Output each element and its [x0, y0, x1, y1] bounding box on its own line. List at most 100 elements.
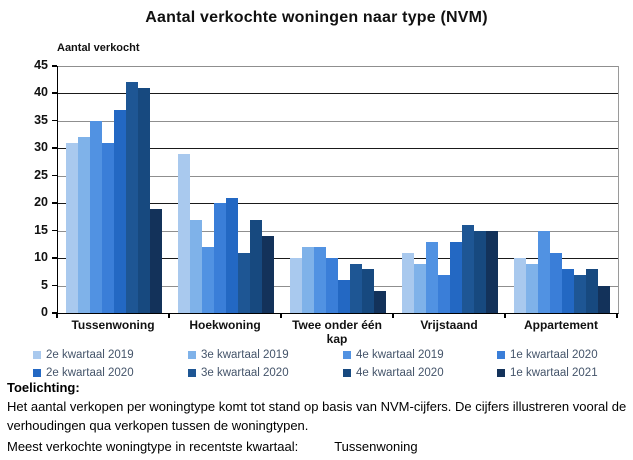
bar-4e-kwartaal-2019-Appartement — [538, 230, 550, 313]
gridline-25 — [58, 175, 618, 177]
legend-item-3e-kwartaal-2019: 3e kwartaal 2019 — [188, 346, 343, 364]
bar-1e-kwartaal-2021-Vrijstaand — [486, 230, 498, 313]
legend-item-1e-kwartaal-2020: 1e kwartaal 2020 — [497, 346, 633, 364]
y-tick-mark-15 — [52, 229, 57, 232]
bar-3e-kwartaal-2019-Twee-onder-één-kap — [302, 247, 314, 313]
category-label-Appartement: Appartement — [523, 318, 598, 332]
bar-4e-kwartaal-2020-Twee-onder-één-kap — [362, 269, 374, 313]
notes-heading: Toelichting: — [7, 380, 80, 395]
bar-2e-kwartaal-2020-Vrijstaand — [450, 241, 462, 313]
bar-1e-kwartaal-2020-Twee-onder-één-kap — [326, 258, 338, 313]
legend-item-4e-kwartaal-2019: 4e kwartaal 2019 — [343, 346, 497, 364]
bar-1e-kwartaal-2020-Appartement — [550, 252, 562, 313]
y-tick-label-40: 40 — [34, 85, 48, 100]
x-tick-mark-5 — [616, 314, 618, 318]
x-tick-mark-2 — [280, 314, 282, 318]
legend-label: 1e kwartaal 2020 — [510, 349, 598, 361]
y-tick-label-0: 0 — [41, 305, 48, 319]
legend-label: 4e kwartaal 2019 — [356, 349, 444, 361]
legend-swatch-icon — [497, 369, 505, 377]
y-tick-mark-10 — [52, 257, 57, 259]
notes-recent-line: Meest verkochte woningtype in recentste … — [7, 439, 629, 454]
legend-swatch-icon — [343, 369, 351, 377]
bar-3e-kwartaal-2019-Hoekwoning — [190, 219, 202, 313]
y-tick-label-25: 25 — [34, 167, 48, 182]
notes-section: Toelichting: Het aantal verkopen per won… — [7, 380, 629, 454]
bar-2e-kwartaal-2020-Hoekwoning — [226, 197, 238, 313]
x-tick-mark-4 — [504, 314, 506, 318]
bar-3e-kwartaal-2019-Tussenwoning — [78, 137, 90, 313]
y-tick-mark-45 — [52, 65, 57, 67]
bar-4e-kwartaal-2020-Vrijstaand — [474, 230, 486, 313]
legend-item-4e-kwartaal-2020: 4e kwartaal 2020 — [343, 364, 497, 382]
plot-area — [57, 66, 619, 314]
recent-quarter-value: Tussenwoning — [334, 439, 418, 454]
y-tick-label-10: 10 — [34, 250, 48, 265]
legend-item-1e-kwartaal-2021: 1e kwartaal 2021 — [497, 364, 633, 382]
legend-label: 2e kwartaal 2019 — [46, 349, 134, 361]
gridline-40 — [58, 93, 618, 95]
bar-3e-kwartaal-2020-Tussenwoning — [126, 82, 138, 313]
bar-3e-kwartaal-2019-Vrijstaand — [414, 263, 426, 313]
legend-swatch-icon — [33, 351, 41, 359]
legend: 2e kwartaal 2019 3e kwartaal 2019 4e kwart… — [33, 346, 633, 382]
legend-label: 3e kwartaal 2019 — [201, 349, 289, 361]
y-tick-mark-0 — [52, 312, 57, 314]
x-tick-mark-3 — [392, 314, 394, 318]
bar-4e-kwartaal-2020-Tussenwoning — [138, 87, 150, 313]
bar-1e-kwartaal-2020-Hoekwoning — [214, 203, 226, 313]
bar-2e-kwartaal-2019-Vrijstaand — [402, 252, 414, 313]
bar-1e-kwartaal-2021-Hoekwoning — [262, 236, 274, 313]
y-tick-label-20: 20 — [34, 195, 48, 210]
bar-4e-kwartaal-2019-Hoekwoning — [202, 247, 214, 313]
y-tick-label-45: 45 — [34, 58, 48, 72]
legend-label: 4e kwartaal 2020 — [356, 367, 444, 379]
bar-2e-kwartaal-2020-Appartement — [562, 269, 574, 313]
legend-swatch-icon — [343, 351, 351, 359]
legend-swatch-icon — [33, 369, 41, 377]
bar-1e-kwartaal-2020-Vrijstaand — [438, 274, 450, 313]
bar-2e-kwartaal-2019-Tussenwoning — [66, 142, 78, 313]
y-tick-mark-20 — [52, 202, 57, 204]
y-tick-mark-5 — [52, 284, 57, 287]
legend-swatch-icon — [188, 369, 196, 377]
bar-1e-kwartaal-2020-Tussenwoning — [102, 142, 114, 313]
category-label-Tussenwoning: Tussenwoning — [71, 318, 155, 332]
legend-item-2e-kwartaal-2019: 2e kwartaal 2019 — [33, 346, 188, 364]
y-tick-label-35: 35 — [34, 112, 48, 127]
bar-3e-kwartaal-2020-Twee-onder-één-kap — [350, 263, 362, 313]
bar-1e-kwartaal-2021-Tussenwoning — [150, 208, 162, 313]
bar-2e-kwartaal-2019-Appartement — [514, 258, 526, 313]
y-tick-mark-35 — [52, 119, 57, 122]
bar-4e-kwartaal-2019-Tussenwoning — [90, 120, 102, 313]
legend-label: 2e kwartaal 2020 — [46, 367, 134, 379]
gridline-10 — [58, 258, 618, 260]
category-label-Vrijstaand: Vrijstaand — [420, 318, 478, 332]
category-label-Twee-onder-één-kap: Twee onder één kap — [292, 318, 382, 346]
legend-label: 3e kwartaal 2020 — [201, 367, 289, 379]
y-tick-label-30: 30 — [34, 140, 48, 155]
y-tick-label-15: 15 — [34, 222, 48, 237]
bar-1e-kwartaal-2021-Appartement — [598, 285, 610, 313]
bar-2e-kwartaal-2020-Twee-onder-één-kap — [338, 280, 350, 313]
bar-3e-kwartaal-2020-Appartement — [574, 274, 586, 313]
gridline-45 — [58, 66, 618, 67]
legend-item-2e-kwartaal-2020: 2e kwartaal 2020 — [33, 364, 188, 382]
recent-quarter-label: Meest verkochte woningtype in recentste … — [7, 439, 299, 454]
y-tick-label-5: 5 — [41, 277, 48, 292]
category-label-Hoekwoning: Hoekwoning — [189, 318, 261, 332]
bar-3e-kwartaal-2020-Vrijstaand — [462, 225, 474, 313]
legend-item-3e-kwartaal-2020: 3e kwartaal 2020 — [188, 364, 343, 382]
y-tick-mark-40 — [52, 92, 57, 94]
bar-3e-kwartaal-2019-Appartement — [526, 263, 538, 313]
bar-4e-kwartaal-2020-Appartement — [586, 269, 598, 313]
gridline-15 — [58, 230, 618, 232]
legend-label: 1e kwartaal 2021 — [510, 367, 598, 379]
bar-4e-kwartaal-2020-Hoekwoning — [250, 219, 262, 313]
bar-2e-kwartaal-2019-Twee-onder-één-kap — [290, 258, 302, 313]
x-tick-mark-0 — [56, 314, 58, 318]
gridline-30 — [58, 148, 618, 150]
legend-swatch-icon — [188, 351, 196, 359]
y-tick-mark-25 — [52, 174, 57, 177]
y-tick-mark-30 — [52, 147, 57, 149]
